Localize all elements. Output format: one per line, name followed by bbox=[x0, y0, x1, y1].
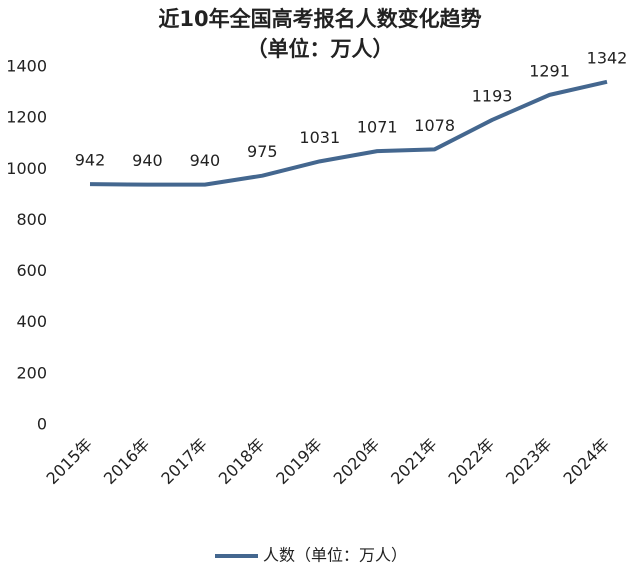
x-tick-label: 2022年 bbox=[445, 435, 499, 489]
data-label: 1078 bbox=[414, 116, 455, 135]
data-label: 1031 bbox=[299, 128, 340, 147]
y-tick-label: 600 bbox=[16, 261, 47, 280]
data-label: 1071 bbox=[357, 118, 398, 137]
y-tick-label: 800 bbox=[16, 210, 47, 229]
y-tick-label: 400 bbox=[16, 312, 47, 331]
y-tick-label: 1000 bbox=[6, 159, 47, 178]
data-label: 942 bbox=[75, 151, 106, 170]
data-line bbox=[89, 79, 608, 187]
x-tick-label: 2016年 bbox=[100, 435, 154, 489]
chart-title: 近10年全国高考报名人数变化趋势 bbox=[158, 7, 481, 31]
y-tick-label: 200 bbox=[16, 363, 47, 382]
data-label: 940 bbox=[190, 151, 221, 170]
y-tick-label: 1200 bbox=[6, 108, 47, 127]
y-tick-label: 1400 bbox=[6, 57, 47, 76]
data-label: 1193 bbox=[472, 86, 513, 105]
x-tick-label: 2024年 bbox=[559, 435, 613, 489]
x-tick-label: 2018年 bbox=[215, 435, 269, 489]
x-tick-label: 2017年 bbox=[157, 435, 211, 489]
data-label: 975 bbox=[247, 142, 278, 161]
legend-label: 人数（单位：万人） bbox=[263, 546, 407, 565]
data-label: 1291 bbox=[529, 61, 570, 80]
x-tick-label: 2015年 bbox=[42, 435, 96, 489]
x-tick-label: 2019年 bbox=[272, 435, 326, 489]
y-tick-label: 0 bbox=[37, 415, 47, 434]
x-tick-label: 2020年 bbox=[330, 435, 384, 489]
data-label: 1342 bbox=[587, 48, 628, 67]
data-label: 940 bbox=[132, 151, 163, 170]
x-tick-label: 2023年 bbox=[502, 435, 556, 489]
chart-subtitle: （单位：万人） bbox=[247, 37, 394, 61]
x-tick-label: 2021年 bbox=[387, 435, 441, 489]
